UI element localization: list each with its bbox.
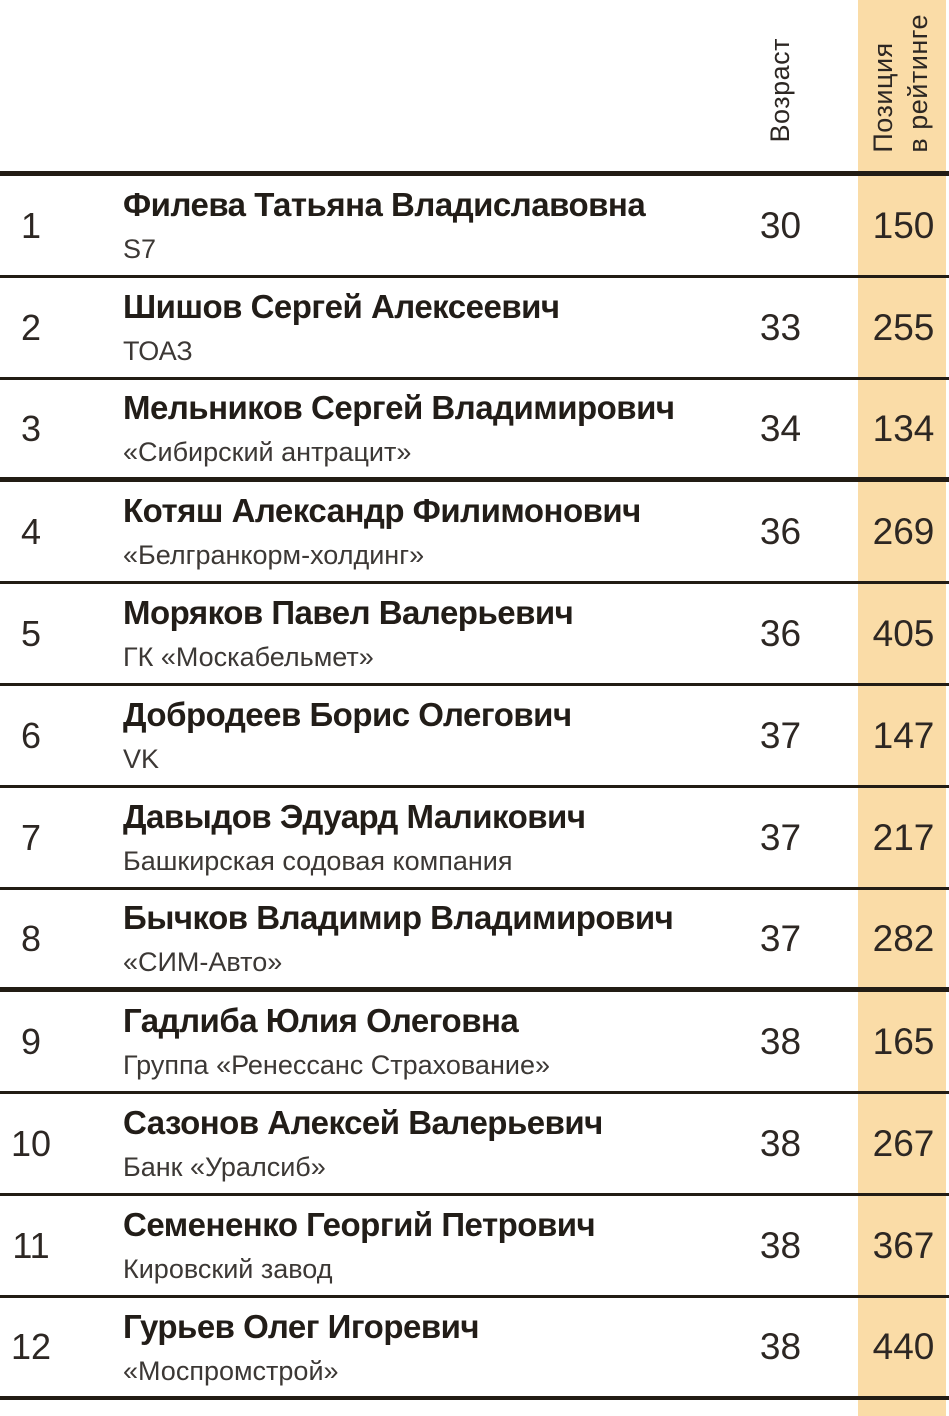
row-number: 5 [20, 612, 42, 654]
age-value: 38 [759, 1020, 802, 1062]
person-name: Шишов Сергей Алексеевич [123, 288, 560, 325]
row-number: 12 [10, 1326, 52, 1367]
position-value: 217 [872, 816, 935, 858]
row-number: 3 [20, 407, 42, 449]
person-name: Моряков Павел Валерьевич [123, 594, 574, 631]
column-header-age: Возраст [765, 37, 795, 143]
person-name: Добродеев Борис Олегович [123, 696, 572, 733]
table-body: 1 Филева Татьяна Владиславовна S7 30 150… [0, 176, 949, 1400]
person-name: Бычков Владимир Владимирович [123, 899, 674, 936]
person-company: S7 [123, 234, 157, 264]
person-company: VK [123, 744, 160, 774]
person-company: «Моспромстрой» [123, 1355, 339, 1386]
person-cell: Гадлиба Юлия Олеговна Группа «Ренессанс … [62, 1002, 703, 1081]
age-value: 30 [759, 204, 802, 246]
table-row: 2 Шишов Сергей Алексеевич ТОАЗ 33 255 [0, 278, 949, 380]
position-value: 269 [872, 510, 935, 552]
age-value: 36 [759, 510, 802, 552]
person-cell: Мельников Сергей Владимирович «Сибирский… [62, 389, 703, 468]
age-value: 38 [759, 1326, 802, 1367]
position-value: 150 [872, 204, 935, 246]
person-cell: Котяш Александр Филимонович «Белгранкорм… [62, 492, 703, 571]
table-row: 4 Котяш Александр Филимонович «Белгранко… [0, 482, 949, 584]
row-number: 8 [20, 917, 42, 959]
table-header: Возраст Позиция в рейтинге [0, 0, 949, 176]
table-row: 6 Добродеев Борис Олегович VK 37 147 [0, 686, 949, 788]
person-name: Филева Татьяна Владиславовна [123, 186, 646, 223]
row-number: 6 [20, 714, 42, 756]
person-name: Гадлиба Юлия Олеговна [123, 1002, 519, 1039]
row-number: 11 [12, 1224, 50, 1266]
person-name: Сазонов Алексей Валерьевич [123, 1104, 603, 1141]
table-row: 12 Гурьев Олег Игоревич «Моспромстрой» 3… [0, 1298, 949, 1400]
age-value: 36 [759, 612, 802, 654]
position-value: 405 [872, 612, 935, 654]
person-name: Семененко Георгий Петрович [123, 1206, 596, 1243]
row-number: 2 [20, 306, 42, 348]
position-value: 255 [872, 306, 935, 348]
age-value: 37 [759, 816, 802, 858]
row-number: 9 [20, 1020, 42, 1062]
person-cell: Сазонов Алексей Валерьевич Банк «Уралсиб… [62, 1104, 703, 1183]
person-company: ТОАЗ [123, 336, 193, 366]
age-value: 34 [759, 407, 802, 449]
position-value: 440 [872, 1326, 935, 1367]
position-value: 267 [872, 1122, 935, 1164]
column-header-position: Позиция в рейтинге [868, 14, 933, 153]
position-column-highlight [858, 0, 946, 1416]
age-value: 38 [759, 1122, 802, 1164]
table-row: 3 Мельников Сергей Владимирович «Сибирск… [0, 380, 949, 482]
person-company: Банк «Уралсиб» [123, 1152, 326, 1182]
position-value: 367 [872, 1224, 935, 1266]
table-row: 5 Моряков Павел Валерьевич ГК «Москабель… [0, 584, 949, 686]
person-company: «СИМ-Авто» [123, 947, 283, 977]
person-cell: Бычков Владимир Владимирович «СИМ-Авто» [62, 899, 703, 978]
person-company: Группа «Ренессанс Страхование» [123, 1050, 550, 1080]
position-value: 165 [872, 1020, 935, 1062]
age-value: 33 [759, 306, 802, 348]
row-number: 4 [20, 510, 42, 552]
person-cell: Шишов Сергей Алексеевич ТОАЗ [62, 288, 703, 367]
person-company: «Белгранкорм-холдинг» [123, 540, 425, 570]
person-cell: Давыдов Эдуард Маликович Башкирская содо… [62, 798, 703, 877]
age-value: 37 [759, 917, 802, 959]
table-row: 7 Давыдов Эдуард Маликович Башкирская со… [0, 788, 949, 890]
person-company: Башкирская содовая компания [123, 846, 513, 876]
table-row: 11 Семененко Георгий Петрович Кировский … [0, 1196, 949, 1298]
table-row: 9 Гадлиба Юлия Олеговна Группа «Ренессан… [0, 992, 949, 1094]
person-company: «Сибирский антрацит» [123, 437, 412, 467]
person-company: Кировский завод [123, 1254, 333, 1284]
table-row: 10 Сазонов Алексей Валерьевич Банк «Урал… [0, 1094, 949, 1196]
age-value: 37 [759, 714, 802, 756]
table-row: 8 Бычков Владимир Владимирович «СИМ-Авто… [0, 890, 949, 992]
person-cell: Гурьев Олег Игоревич «Моспромстрой» [62, 1308, 703, 1387]
person-cell: Моряков Павел Валерьевич ГК «Москабельме… [62, 594, 703, 673]
person-company: ГК «Москабельмет» [123, 642, 374, 672]
row-number: 1 [20, 204, 42, 246]
row-number: 10 [10, 1122, 52, 1164]
person-name: Давыдов Эдуард Маликович [123, 798, 586, 835]
position-value: 147 [872, 714, 935, 756]
position-value: 134 [872, 407, 935, 449]
person-cell: Добродеев Борис Олегович VK [62, 696, 703, 775]
person-cell: Семененко Георгий Петрович Кировский зав… [62, 1206, 703, 1285]
position-value: 282 [872, 917, 935, 959]
person-cell: Филева Татьяна Владиславовна S7 [62, 186, 703, 265]
table-row: 1 Филева Татьяна Владиславовна S7 30 150 [0, 176, 949, 278]
person-name: Мельников Сергей Владимирович [123, 389, 675, 426]
person-name: Котяш Александр Филимонович [123, 492, 641, 529]
person-name: Гурьев Олег Игоревич [123, 1307, 480, 1345]
age-value: 38 [759, 1224, 802, 1266]
row-number: 7 [20, 816, 42, 858]
